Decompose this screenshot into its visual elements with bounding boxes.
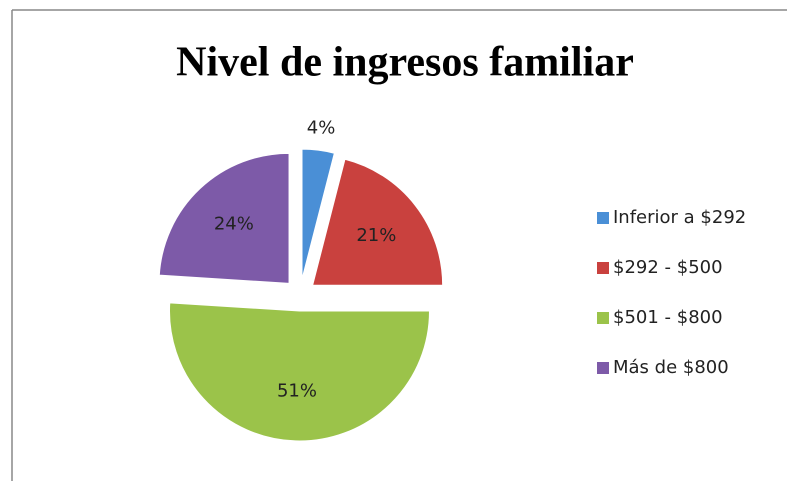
pie-slice [158, 152, 290, 284]
pie-slice [311, 158, 444, 286]
chart-title: Nivel de ingresos familiar [176, 40, 634, 86]
data-label: 51% [277, 381, 317, 402]
legend-swatch [597, 362, 609, 374]
data-label: 21% [356, 225, 396, 246]
pie-slice [169, 302, 430, 442]
legend-swatch [597, 312, 609, 324]
pie-slice [301, 148, 335, 280]
data-label: 24% [214, 214, 254, 235]
data-label: 4% [307, 117, 336, 138]
legend-label: Inferior a $292 [613, 207, 746, 228]
legend-label: Más de $800 [613, 357, 729, 378]
legend-label: $501 - $800 [613, 307, 723, 328]
legend-swatch [597, 262, 609, 274]
legend-label: $292 - $500 [613, 257, 723, 278]
legend-swatch [597, 212, 609, 224]
